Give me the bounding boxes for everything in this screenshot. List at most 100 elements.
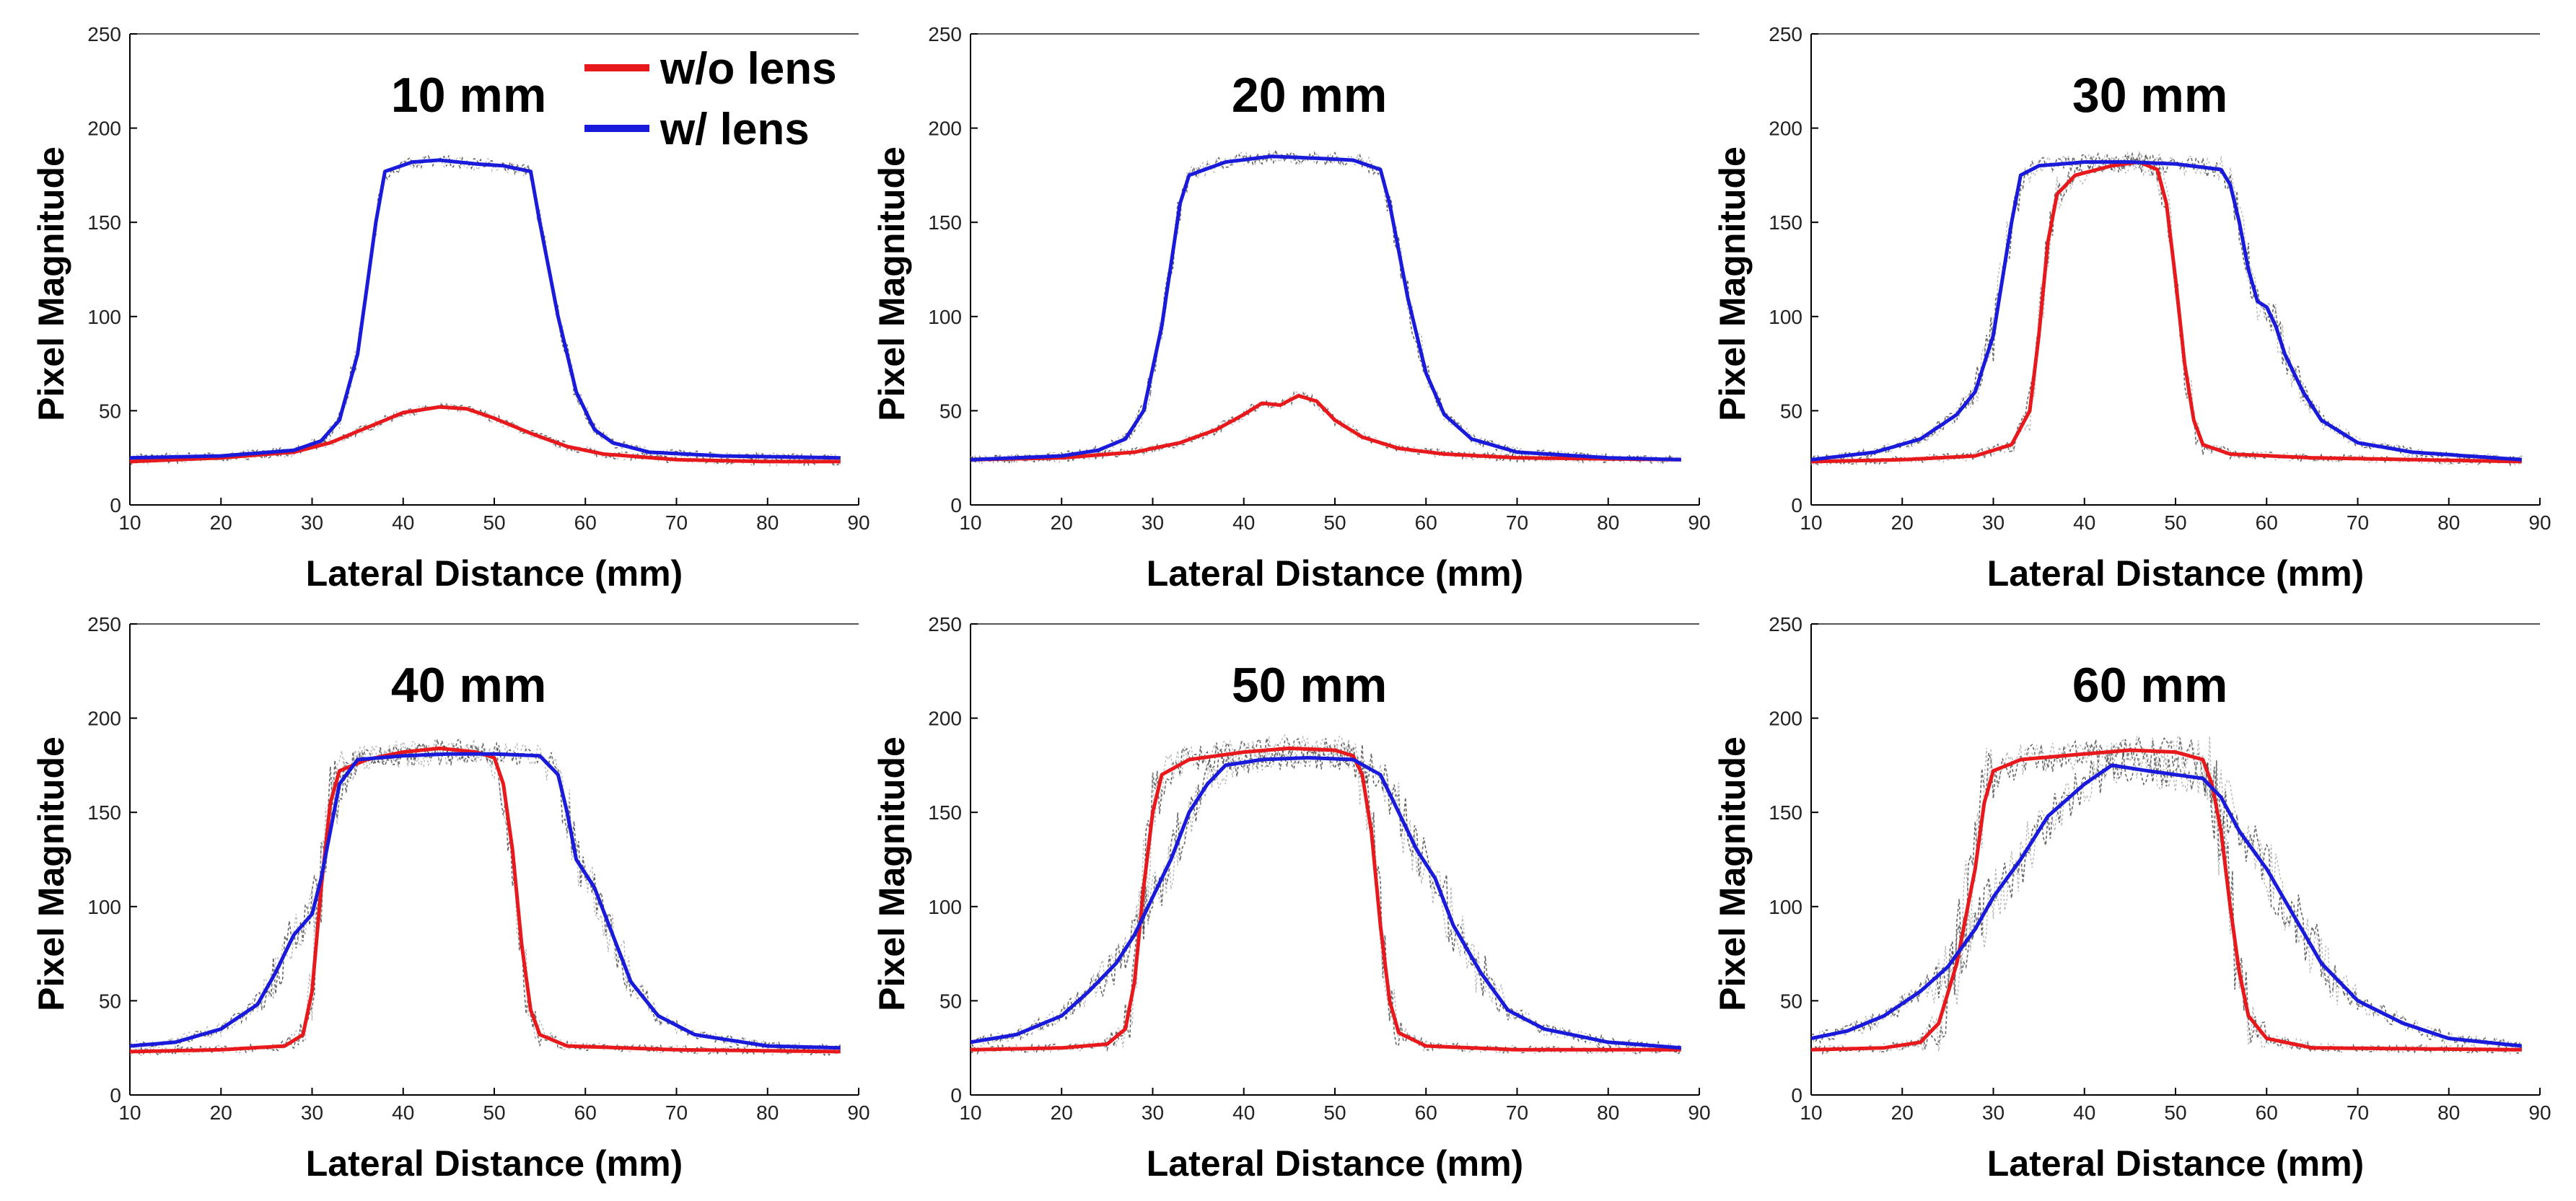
raw-trace-light — [129, 738, 841, 1057]
panel-title: 10 mm — [391, 68, 546, 123]
x-tick-label: 20 — [210, 511, 232, 534]
series-line-without-lens — [1810, 160, 2522, 464]
series-line-with-lens — [970, 154, 1681, 462]
x-tick-label: 50 — [483, 511, 505, 534]
raw-trace-light — [1810, 747, 2523, 1051]
y-tick-label: 150 — [87, 211, 121, 234]
x-tick-label: 10 — [118, 1101, 141, 1124]
x-tick-label: 50 — [2164, 1101, 2186, 1124]
x-tick-label: 10 — [1800, 1101, 1822, 1124]
x-tick-label: 90 — [1688, 1101, 1710, 1124]
x-tick-label: 60 — [2256, 511, 2278, 534]
x-tick-label: 40 — [1232, 511, 1255, 534]
y-tick-label: 200 — [1769, 708, 1802, 730]
series-line-with-lens — [129, 752, 841, 1050]
raw-trace-light — [1810, 734, 2523, 1055]
series-line-with-lens — [129, 158, 841, 460]
x-tick-label: 80 — [756, 511, 779, 534]
x-tick-label: 70 — [2347, 1101, 2369, 1124]
x-tick-label: 50 — [1323, 511, 1346, 534]
x-tick-label: 30 — [1142, 1101, 1164, 1124]
panel-1: 0 50 100 150 200 250 10 20 30 40 50 60 70 80 90 10 mm Pi… — [31, 23, 870, 594]
y-axis-label: Pixel Magnitude — [872, 736, 912, 1011]
x-tick-label: 50 — [1323, 1101, 1346, 1124]
panel-4: 0 50 100 150 200 250 10 20 30 40 50 60 70 80 90 40 mm Pi… — [31, 613, 870, 1184]
panel-title: 30 mm — [2072, 68, 2227, 123]
panel-6: 0 50 100 150 200 250 10 20 30 40 50 60 70 80 90 60 mm Pi… — [1712, 613, 2551, 1184]
y-tick-label: 0 — [950, 494, 962, 516]
y-tick-label: 100 — [1769, 306, 1802, 328]
y-tick-label: 0 — [1791, 494, 1802, 516]
legend: w/o lens w/ lens — [584, 44, 837, 154]
x-tick-label: 10 — [959, 1101, 981, 1124]
y-tick-label: 150 — [928, 211, 962, 234]
y-tick-label: 250 — [87, 613, 121, 635]
x-tick-label: 20 — [1891, 1101, 1914, 1124]
x-axis-label: Lateral Distance (mm) — [1147, 1143, 1523, 1184]
x-tick-label: 60 — [1415, 511, 1437, 534]
x-axis-label: Lateral Distance (mm) — [1987, 1143, 2364, 1184]
x-tick-label: 70 — [2347, 511, 2369, 534]
y-tick-label: 100 — [1769, 896, 1802, 918]
x-tick-label: 40 — [1232, 1101, 1255, 1124]
x-axis-label: Lateral Distance (mm) — [306, 1143, 683, 1184]
x-tick-label: 20 — [210, 1101, 232, 1124]
x-tick-label: 80 — [1597, 1101, 1619, 1124]
panel-title: 60 mm — [2072, 658, 2227, 713]
y-tick-label: 250 — [928, 613, 962, 635]
y-tick-label: 200 — [1769, 118, 1802, 140]
y-tick-label: 50 — [1780, 400, 1802, 422]
raw-trace-light — [970, 734, 1681, 1056]
y-tick-label: 50 — [939, 400, 962, 422]
raw-trace-dark — [970, 744, 1681, 1053]
raw-trace-light — [970, 744, 1681, 1052]
series-line-with-lens — [1810, 763, 2523, 1048]
panel-2: 0 50 100 150 200 250 10 20 30 40 50 60 70 80 90 20 mm Pi… — [872, 23, 1711, 594]
x-tick-label: 20 — [1051, 511, 1073, 534]
x-tick-label: 60 — [574, 511, 597, 534]
raw-trace-dark — [970, 737, 1682, 1055]
x-tick-label: 30 — [1982, 1101, 2005, 1124]
x-tick-label: 80 — [756, 1101, 779, 1124]
x-tick-label: 70 — [665, 511, 688, 534]
raw-trace-light — [129, 742, 841, 1053]
raw-trace-dark — [129, 739, 841, 1057]
y-tick-label: 50 — [99, 990, 121, 1012]
y-tick-label: 250 — [87, 23, 121, 45]
x-tick-label: 70 — [1506, 511, 1528, 534]
panel-5: 0 50 100 150 200 250 10 20 30 40 50 60 70 80 90 50 mm Pi… — [872, 613, 1711, 1184]
raw-trace-dark — [970, 149, 1682, 465]
raw-trace-light — [129, 154, 841, 463]
x-tick-label: 10 — [118, 511, 141, 534]
panel-title: 40 mm — [391, 658, 546, 713]
x-tick-label: 20 — [1051, 1101, 1073, 1124]
x-tick-label: 50 — [483, 1101, 505, 1124]
raw-trace-light — [970, 150, 1682, 465]
y-tick-label: 250 — [1769, 23, 1802, 45]
y-axis-label: Pixel Magnitude — [1712, 146, 1753, 421]
x-tick-label: 10 — [959, 511, 981, 534]
x-axis-label: Lateral Distance (mm) — [1147, 553, 1523, 594]
y-tick-label: 100 — [87, 896, 121, 918]
x-tick-label: 90 — [2528, 511, 2551, 534]
y-tick-label: 250 — [928, 23, 962, 45]
x-tick-label: 20 — [1891, 511, 1914, 534]
raw-trace-light — [970, 391, 1681, 465]
x-tick-label: 80 — [2437, 511, 2460, 534]
y-tick-label: 150 — [87, 801, 121, 824]
x-tick-label: 80 — [1597, 511, 1619, 534]
x-tick-label: 50 — [2164, 511, 2186, 534]
series-line-without-lens — [1810, 748, 2522, 1052]
y-tick-label: 200 — [928, 118, 962, 140]
x-tick-label: 90 — [847, 1101, 869, 1124]
y-tick-label: 200 — [87, 118, 121, 140]
x-axis-label: Lateral Distance (mm) — [306, 553, 683, 594]
x-tick-label: 60 — [1415, 1101, 1437, 1124]
y-tick-label: 150 — [1769, 211, 1802, 234]
panel-3: 0 50 100 150 200 250 10 20 30 40 50 60 70 80 90 30 mm Pi… — [1712, 23, 2551, 594]
y-tick-label: 50 — [1780, 990, 1802, 1012]
y-tick-label: 250 — [1769, 613, 1802, 635]
y-axis-label: Pixel Magnitude — [31, 736, 71, 1011]
